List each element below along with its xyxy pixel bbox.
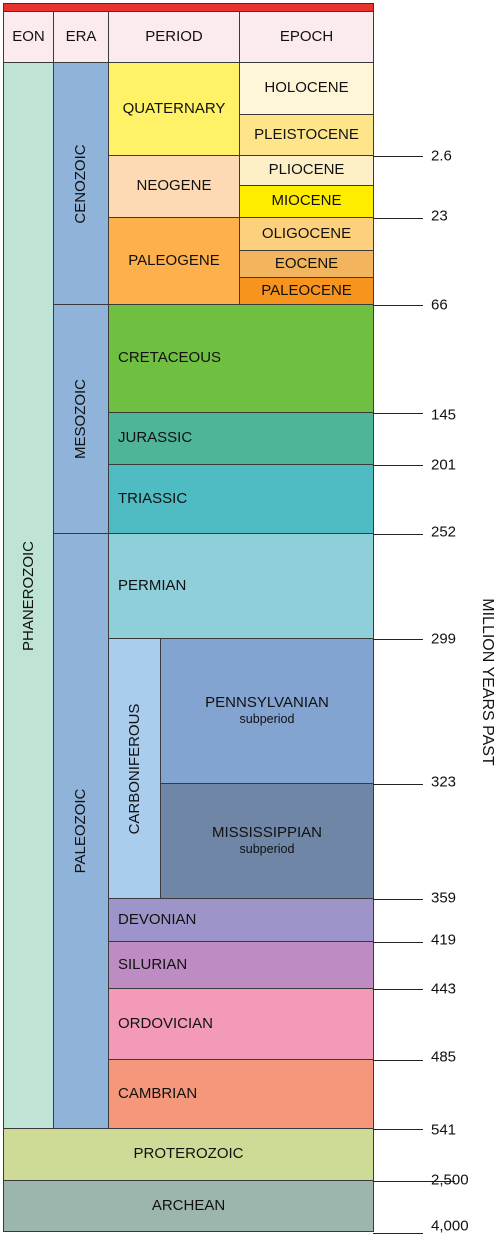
epoch-paleocene: PALEOCENE bbox=[239, 277, 374, 305]
period-permian: PERMIAN bbox=[108, 533, 374, 639]
tick-485 bbox=[373, 1060, 423, 1061]
epoch-pleistocene: PLEISTOCENE bbox=[239, 114, 374, 156]
period-carboniferous: CARBONIFEROUS bbox=[108, 638, 161, 899]
tick-2500 bbox=[373, 1181, 455, 1182]
period-quaternary: QUATERNARY bbox=[108, 62, 240, 156]
eon-proterozoic: PROTEROZOIC bbox=[3, 1128, 374, 1181]
eon-phanerozoic: PHANEROZOIC bbox=[3, 62, 54, 1129]
era-cenozoic: CENOZOIC bbox=[53, 62, 109, 305]
tick-323 bbox=[373, 784, 423, 785]
eon-archean: ARCHEAN bbox=[3, 1180, 374, 1232]
tick-145 bbox=[373, 413, 423, 414]
tick-201 bbox=[373, 465, 423, 466]
tick-359 bbox=[373, 899, 423, 900]
period-devonian: DEVONIAN bbox=[108, 898, 374, 942]
epoch-holocene: HOLOCENE bbox=[239, 62, 374, 115]
age-23: 23 bbox=[431, 207, 448, 225]
period-jurassic: JURASSIC bbox=[108, 412, 374, 465]
age-2500: 2,500 bbox=[431, 1171, 469, 1189]
age-2-6: 2.6 bbox=[431, 147, 452, 165]
tick-2-6 bbox=[373, 156, 423, 157]
age-145: 145 bbox=[431, 406, 457, 424]
header-eon: EON bbox=[3, 11, 54, 63]
epoch-miocene: MIOCENE bbox=[239, 185, 374, 218]
tick-299 bbox=[373, 639, 423, 640]
header-era: ERA bbox=[53, 11, 109, 63]
header-epoch: EPOCH bbox=[239, 11, 374, 63]
tick-443 bbox=[373, 989, 423, 990]
period-cambrian: CAMBRIAN bbox=[108, 1059, 374, 1129]
age-201: 201 bbox=[431, 456, 457, 474]
subperiod-mississippian: MISSISSIPPIAN subperiod bbox=[160, 783, 374, 899]
era-mesozoic: MESOZOIC bbox=[53, 304, 109, 534]
age-485: 485 bbox=[431, 1048, 457, 1066]
age-299: 299 bbox=[431, 630, 457, 648]
tick-541 bbox=[373, 1129, 423, 1130]
age-252: 252 bbox=[431, 523, 457, 541]
era-mesozoic-label: MESOZOIC bbox=[71, 378, 89, 460]
tick-252 bbox=[373, 534, 423, 535]
age-541: 541 bbox=[431, 1121, 457, 1139]
epoch-pliocene: PLIOCENE bbox=[239, 155, 374, 186]
period-silurian: SILURIAN bbox=[108, 941, 374, 989]
age-359: 359 bbox=[431, 889, 457, 907]
tick-23 bbox=[373, 218, 423, 219]
subperiod-pennsylvanian-label: PENNSYLVANIAN bbox=[205, 693, 329, 711]
age-323: 323 bbox=[431, 773, 457, 791]
epoch-eocene: EOCENE bbox=[239, 250, 374, 278]
axis-label: MILLION YEARS PAST bbox=[479, 598, 496, 766]
period-cretaceous: CRETACEOUS bbox=[108, 304, 374, 413]
period-carboniferous-label: CARBONIFEROUS bbox=[125, 703, 143, 834]
age-4000: 4,000 bbox=[431, 1217, 469, 1235]
period-triassic: TRIASSIC bbox=[108, 464, 374, 534]
age-66: 66 bbox=[431, 296, 448, 314]
header-period: PERIOD bbox=[108, 11, 240, 63]
era-paleozoic: PALEOZOIC bbox=[53, 533, 109, 1129]
eon-phanerozoic-label: PHANEROZOIC bbox=[19, 540, 37, 651]
period-paleogene: PALEOGENE bbox=[108, 217, 240, 305]
era-cenozoic-label: CENOZOIC bbox=[71, 143, 89, 224]
period-ordovician: ORDOVICIAN bbox=[108, 988, 374, 1060]
era-paleozoic-label: PALEOZOIC bbox=[71, 788, 89, 874]
tick-4000 bbox=[373, 1233, 423, 1234]
epoch-oligocene: OLIGOCENE bbox=[239, 217, 374, 251]
tick-419 bbox=[373, 942, 423, 943]
age-419: 419 bbox=[431, 931, 457, 949]
subperiod-mississippian-label: MISSISSIPPIAN bbox=[211, 823, 323, 841]
subperiod-pennsylvanian-sub: subperiod bbox=[239, 712, 295, 727]
period-neogene: NEOGENE bbox=[108, 155, 240, 218]
subperiod-pennsylvanian: PENNSYLVANIAN subperiod bbox=[160, 638, 374, 784]
tick-66 bbox=[373, 305, 423, 306]
age-443: 443 bbox=[431, 980, 457, 998]
subperiod-mississippian-sub: subperiod bbox=[239, 842, 295, 857]
